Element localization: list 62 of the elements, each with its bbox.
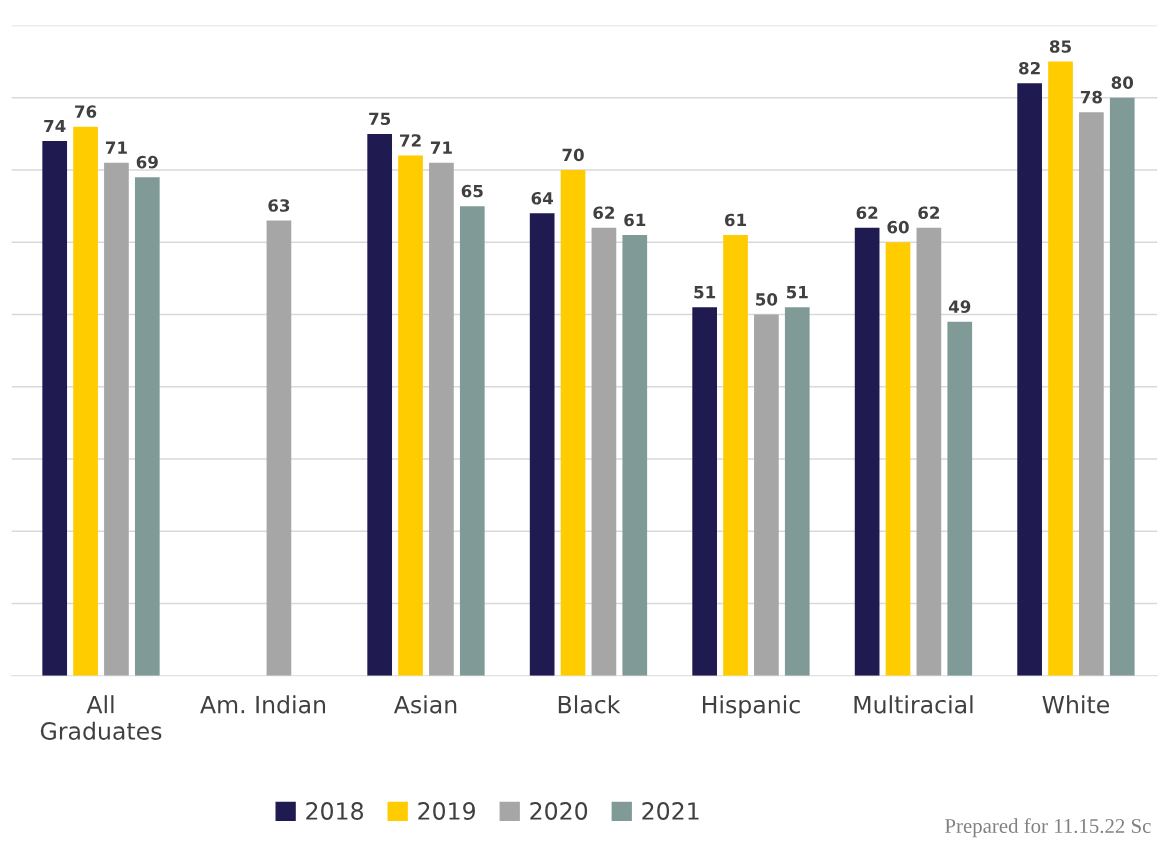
legend-label: 2020 [530, 802, 588, 820]
bar [1017, 83, 1042, 676]
data-label: 71 [105, 141, 127, 154]
data-label: 71 [430, 141, 452, 154]
bar [398, 155, 423, 676]
data-label: 69 [136, 155, 158, 169]
bar [692, 307, 717, 676]
x-tick-label: All Graduates [40, 695, 162, 740]
legend-label: 2018 [306, 802, 363, 820]
bar [367, 133, 393, 676]
bar [266, 220, 292, 676]
bar [42, 141, 68, 676]
data-label: 76 [75, 105, 97, 118]
data-label: 63 [268, 199, 290, 212]
data-label: 74 [44, 119, 66, 133]
bar [784, 307, 810, 676]
data-label: 62 [593, 206, 615, 220]
text: Prepared for 11.15.22 Sc [945, 818, 1151, 838]
legend-label: 2021 [642, 802, 699, 820]
bar [854, 227, 880, 676]
data-label: 51 [694, 286, 716, 299]
bar [104, 162, 129, 676]
bar [622, 235, 648, 676]
bar [1109, 97, 1135, 676]
data-label: 85 [1049, 40, 1071, 53]
data-label: 49 [948, 300, 971, 313]
bar [1079, 112, 1104, 676]
bar [134, 177, 160, 676]
data-label: 82 [1019, 61, 1040, 75]
data-label: 70 [562, 148, 584, 162]
x-tick-label: Multiracial [854, 695, 973, 714]
legend-label: 2019 [418, 802, 475, 820]
bar [560, 170, 586, 676]
x-tick-label: White [1042, 695, 1110, 714]
x-tick-label: Black [558, 695, 621, 714]
data-label: 72 [400, 134, 421, 147]
bar [885, 242, 911, 676]
data-label: 50 [756, 293, 778, 306]
x-tick-label: Asian [393, 695, 457, 714]
data-label: 75 [369, 112, 391, 126]
data-label: 78 [1080, 90, 1102, 104]
x-tick-label: Hispanic [702, 695, 800, 719]
data-label: 61 [724, 213, 746, 227]
data-label: 51 [786, 286, 808, 299]
data-label: 60 [887, 220, 909, 234]
data-label: 62 [856, 206, 878, 220]
bar [723, 235, 748, 676]
data-label: 64 [531, 191, 553, 205]
bar [754, 314, 779, 676]
data-label: 65 [461, 184, 483, 198]
bar [947, 321, 973, 676]
data-label: 62 [918, 206, 940, 220]
data-label: 61 [624, 213, 646, 227]
bar [1048, 61, 1073, 676]
data-label: 80 [1111, 76, 1134, 89]
bar [916, 227, 942, 676]
x-tick-label: Am. Indian [200, 695, 326, 714]
bar [591, 227, 617, 676]
bar [73, 126, 98, 676]
bar [429, 162, 454, 676]
bar [529, 213, 555, 676]
bar [459, 206, 485, 676]
